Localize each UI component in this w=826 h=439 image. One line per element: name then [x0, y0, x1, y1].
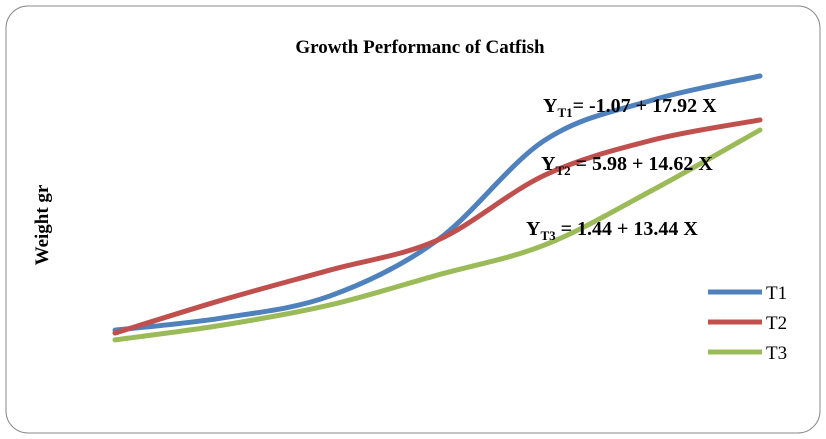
series-line [112, 117, 763, 336]
equation-rest: = 1.44 + 13.44 X [556, 218, 699, 240]
equation-main: Y [541, 153, 556, 175]
equation-rest: = 5.98 + 14.62 X [571, 153, 714, 175]
chart-title: Growth Performanc of Catfish [295, 37, 545, 58]
equation: YT2 = 5.98 + 14.62 X [541, 153, 713, 178]
equation-sub: T3 [540, 228, 556, 243]
equation: YT3 = 1.44 + 13.44 X [526, 218, 698, 243]
equation-rest: = -1.07 + 17.92 X [573, 95, 717, 117]
equation-main: Y [526, 218, 541, 240]
equation-main: Y [543, 95, 558, 117]
legend-label: T2 [766, 313, 787, 334]
series-line [112, 127, 763, 343]
y-axis-label: Weight gr [32, 184, 53, 265]
equation-sub: T1 [557, 105, 572, 120]
legend-label: T1 [766, 283, 787, 304]
equation: YT1= -1.07 + 17.92 X [543, 95, 717, 120]
equation-sub: T2 [555, 163, 570, 178]
legend-label: T3 [766, 343, 787, 364]
chart-border [5, 5, 821, 434]
